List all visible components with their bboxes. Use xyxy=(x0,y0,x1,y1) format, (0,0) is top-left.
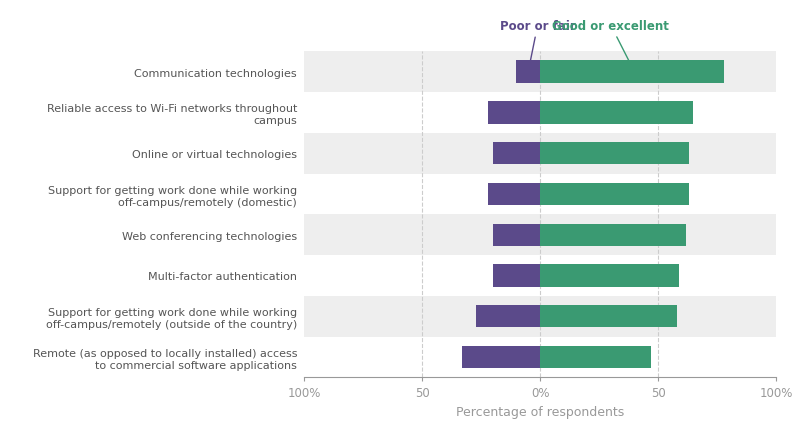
Bar xyxy=(540,61,724,84)
Bar xyxy=(493,143,540,165)
Bar xyxy=(488,102,540,124)
Bar xyxy=(493,265,540,287)
Bar xyxy=(304,174,776,215)
Bar xyxy=(488,183,540,206)
Bar xyxy=(304,256,776,296)
Bar xyxy=(540,183,689,206)
Bar xyxy=(304,215,776,256)
Bar xyxy=(462,346,540,368)
Bar xyxy=(476,306,540,328)
Bar xyxy=(304,337,776,378)
Bar xyxy=(517,61,540,84)
Bar xyxy=(304,134,776,174)
Bar xyxy=(493,224,540,247)
Text: Good or excellent: Good or excellent xyxy=(552,20,670,69)
Bar xyxy=(540,102,694,124)
Bar xyxy=(540,306,677,328)
Text: Poor or fair: Poor or fair xyxy=(500,20,575,68)
Bar xyxy=(304,296,776,337)
X-axis label: Percentage of respondents: Percentage of respondents xyxy=(456,405,624,418)
Bar xyxy=(540,265,679,287)
Bar xyxy=(304,93,776,134)
Bar xyxy=(304,52,776,93)
Bar xyxy=(540,224,686,247)
Bar xyxy=(540,143,689,165)
Bar xyxy=(540,346,651,368)
